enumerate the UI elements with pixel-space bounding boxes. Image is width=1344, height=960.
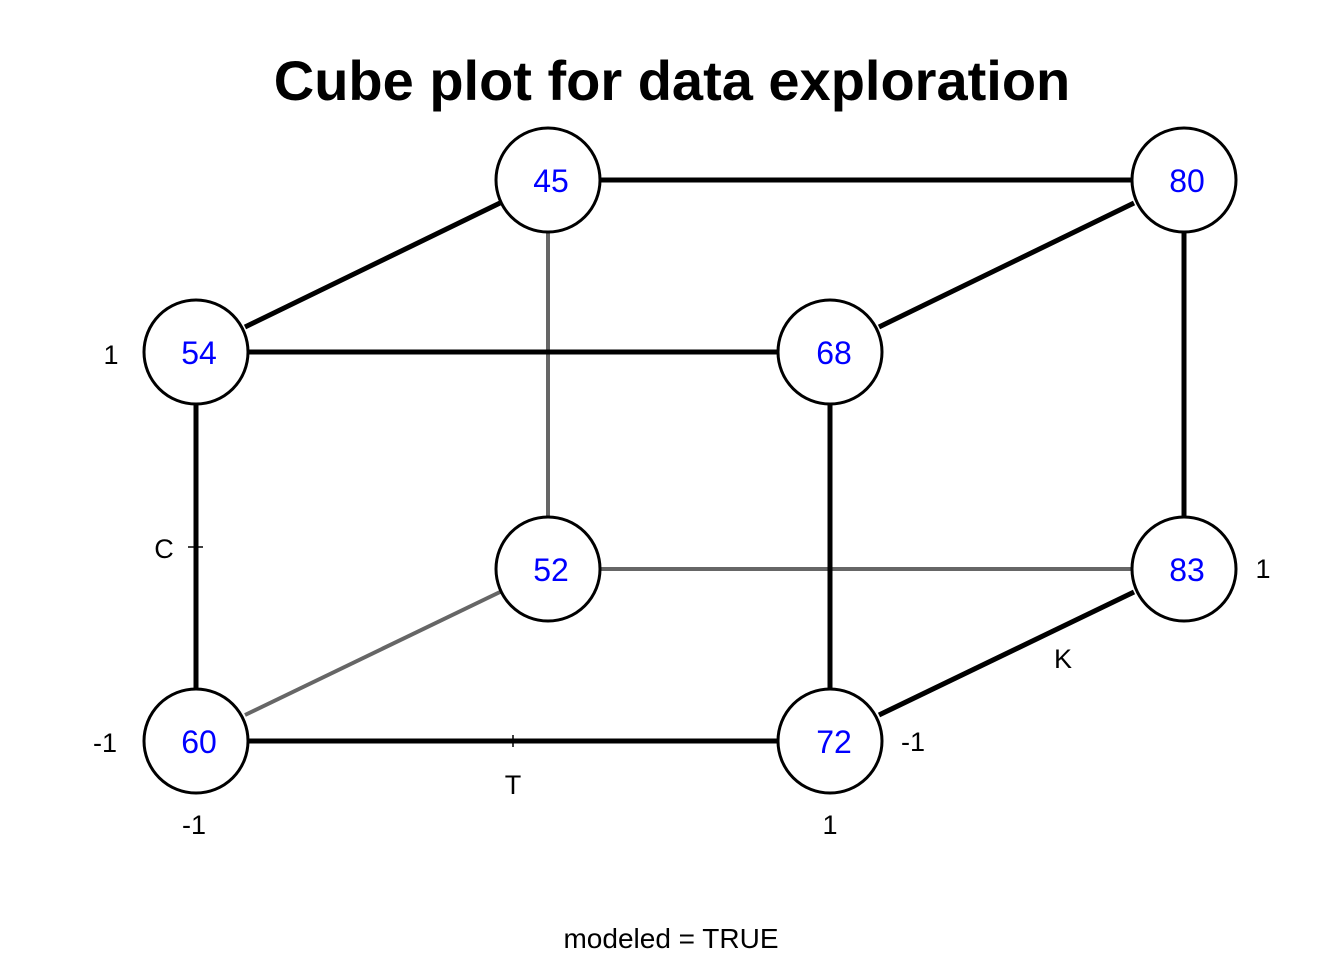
footer-caption: modeled = TRUE: [563, 923, 778, 954]
c-high-label: 1: [103, 340, 118, 370]
node-value: 45: [533, 163, 569, 199]
node-back-bottom-right: 83: [1130, 515, 1238, 623]
node-circle: [142, 298, 250, 406]
edge-top-left-depth: [243, 200, 502, 330]
t-low-label: -1: [182, 810, 206, 840]
edge-top-right-depth: [877, 200, 1136, 330]
node-front-bottom-right: 72: [776, 687, 884, 795]
node-value: 52: [533, 552, 569, 588]
k-axis-label: K: [1054, 644, 1072, 674]
t-high-label: 1: [822, 810, 837, 840]
node-circle: [1130, 126, 1238, 234]
k-low-label: -1: [901, 727, 925, 757]
node-front-bottom-left: 60: [142, 687, 250, 795]
node-value: 60: [181, 724, 217, 760]
hidden-edges: [244, 232, 1132, 717]
node-value: 72: [816, 724, 852, 760]
node-value: 54: [181, 335, 217, 371]
node-value: 68: [816, 335, 852, 371]
node-front-top-right: 68: [776, 298, 884, 406]
node-circle: [776, 298, 884, 406]
t-axis-label: T: [505, 770, 522, 800]
node-back-bottom-left: 52: [494, 515, 602, 623]
node-value: 83: [1169, 552, 1205, 588]
visible-edges: [193, 177, 1187, 744]
node-back-top-left: 45: [494, 126, 602, 234]
edge-bottom-left-depth: [244, 590, 501, 717]
axis-ticks: [188, 546, 514, 747]
node-circle: [494, 515, 602, 623]
c-low-label: -1: [93, 728, 117, 758]
plot-title: Cube plot for data exploration: [274, 49, 1070, 112]
node-circle: [494, 126, 602, 234]
node-circle: [776, 687, 884, 795]
node-circle: [142, 687, 250, 795]
edge-bottom-right-depth: [877, 589, 1136, 718]
node-circle: [1130, 515, 1238, 623]
node-front-top-left: 54: [142, 298, 250, 406]
c-axis-label: C: [154, 534, 174, 564]
node-back-top-right: 80: [1130, 126, 1238, 234]
node-value: 80: [1169, 163, 1205, 199]
k-high-label: 1: [1255, 554, 1270, 584]
